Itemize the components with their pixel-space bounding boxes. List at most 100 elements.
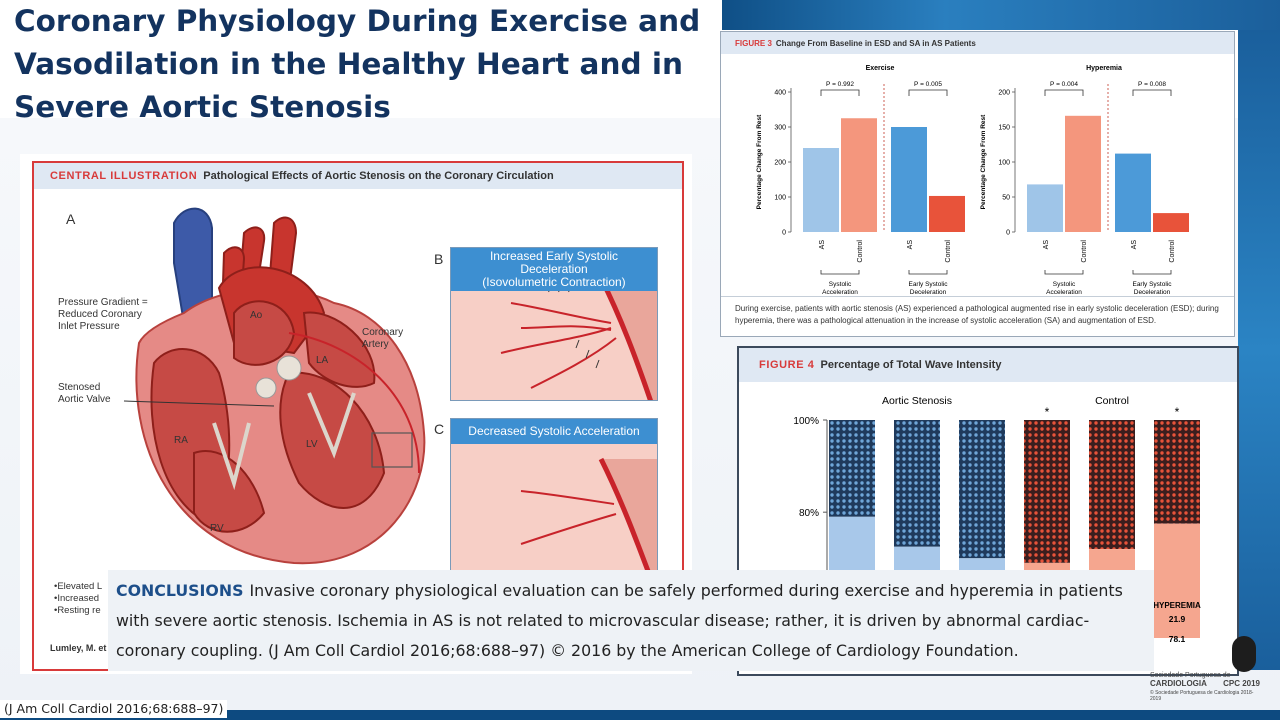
panel-a-label: A [66, 211, 76, 227]
fig3-ytick-label: 50 [1002, 195, 1010, 202]
fig3-ytick-label: 300 [774, 125, 786, 132]
label-lv: LV [306, 439, 318, 450]
fig4-significance-star: * [1045, 405, 1050, 419]
figure-4-header: FIGURE 4 Percentage of Total Wave Intensi… [739, 348, 1237, 382]
fig3-ytick-label: 400 [774, 90, 786, 97]
fig3-pvalue: P = 0.004 [1050, 81, 1078, 88]
fig3-group-bracket [908, 270, 948, 275]
panel-b-title: Increased Early Systolic Deceleration (I… [451, 248, 657, 291]
fig3-bar [803, 148, 839, 232]
central-illustration-frame: CENTRAL ILLUSTRATION Pathological Effects… [32, 161, 684, 671]
fig3-ytick-label: 150 [998, 125, 1010, 132]
fig4-ytick-label: 100% [793, 416, 819, 427]
fig4-bar-upper [1089, 420, 1135, 550]
fig4-table-header: HYPEREMIA [1153, 601, 1201, 610]
fig4-table-value: 78.1 [1169, 634, 1186, 644]
fig3-group-name: Early Systolic [1132, 281, 1172, 288]
logo-society-line: Sociedade Portuguesa de [1150, 672, 1231, 679]
fig3-pvalue-bracket [1132, 89, 1172, 96]
society-logo: Sociedade Portuguesa de CARDIOLOGIA CPC … [1150, 672, 1260, 706]
fig4-bar-upper [1154, 420, 1200, 524]
fig3-bar-label: AS [907, 240, 914, 250]
fig3-bar-label: AS [819, 240, 826, 250]
panel-b-systolic-deceleration: Increased Early Systolic Deceleration (I… [450, 247, 658, 401]
fig3-pvalue-bracket [820, 89, 860, 96]
fig3-ytick-label: 100 [998, 160, 1010, 167]
fig3-bar-label: Control [1169, 240, 1176, 263]
fig3-group-bracket [820, 270, 860, 275]
fig3-ytick-label: 0 [782, 230, 786, 237]
fig4-group-label: Control [1095, 395, 1129, 407]
fig3-group-name: Acceleration [822, 289, 858, 296]
panel-b-label: B [434, 251, 444, 267]
fig3-bar [1153, 213, 1189, 232]
conclusions-box: CONCLUSIONS Invasive coronary physiologic… [108, 570, 1154, 671]
bullet-item: •Resting re [54, 605, 101, 616]
fig4-bar-upper [829, 420, 875, 517]
figure-3-tag: FIGURE 3 [735, 39, 772, 48]
fig3-ytick-label: 200 [998, 90, 1010, 97]
stenosed-valve-label: Stenosed Aortic Valve [58, 382, 111, 405]
logo-footer: © Sociedade Portuguesa de Cardiologia 20… [1150, 690, 1254, 702]
fig4-bar-upper [894, 420, 940, 547]
fig3-bar-label: AS [1131, 240, 1138, 250]
fig4-group-label: Aortic Stenosis [882, 395, 952, 407]
fig3-ylabel: Percentage Change From Rest [756, 114, 763, 209]
figure-3-title: Change From Baseline in ESD and SA in AS… [775, 39, 976, 48]
fig3-bar-label: AS [1043, 240, 1050, 250]
panel-c-title: Decreased Systolic Acceleration [451, 419, 657, 444]
fig3-group-name: Deceleration [910, 289, 947, 296]
fig3-pvalue: P = 0.992 [826, 81, 854, 88]
fig3-bar [891, 127, 927, 232]
central-illustration-tag: CENTRAL ILLUSTRATION [50, 170, 198, 182]
fig4-significance-star: * [1175, 405, 1180, 419]
label-la: LA [316, 355, 329, 366]
fig3-bar-label: Control [1081, 240, 1088, 263]
fig4-ytick-label: 80% [799, 508, 819, 519]
label-rv: RV [210, 523, 224, 534]
vessel-acceleration-image [520, 457, 657, 577]
fig3-group-name: Systolic [829, 281, 852, 288]
fig3-ytick-label: 0 [1006, 230, 1010, 237]
fig3-group-bracket [1044, 270, 1084, 275]
fig3-pvalue-bracket [908, 89, 948, 96]
coronary-artery-label: Coronary Artery [362, 327, 404, 350]
slide-title: Coronary Physiology During Exercise and … [14, 4, 701, 124]
label-ao: Ao [250, 310, 263, 321]
figure-4-title: Percentage of Total Wave Intensity [820, 359, 1002, 371]
conclusions-label: CONCLUSIONS [116, 581, 244, 600]
figure-3-caption: During exercise, patients with aortic st… [735, 304, 1219, 325]
illustration-citation: Lumley, M. et [50, 643, 107, 653]
fig3-bar [1115, 153, 1151, 232]
fig3-bar-label: Control [945, 240, 952, 263]
figure-4-tag: FIGURE 4 [759, 359, 815, 371]
label-ra: RA [174, 435, 188, 446]
fig3-pvalue: P = 0.008 [1138, 81, 1166, 88]
panel-c-label: C [434, 421, 445, 437]
central-illustration-header: CENTRAL ILLUSTRATION Pathological Effects… [34, 163, 682, 189]
fig3-bar [929, 195, 965, 232]
bullet-list: •Elevated L •Increased •Resting re [54, 581, 102, 617]
fig4-bar-lower [1154, 523, 1200, 638]
fig3-chart-title: Exercise [866, 65, 895, 72]
fig3-group-name: Deceleration [1134, 289, 1171, 296]
fig3-ytick-label: 100 [774, 195, 786, 202]
figure-3-header: FIGURE 3 Change From Baseline in ESD and … [721, 32, 1234, 54]
fig3-bar-label: Control [857, 240, 864, 263]
central-illustration-title: Pathological Effects of Aortic Stenosis … [203, 170, 554, 182]
fig3-pvalue: P = 0.005 [914, 81, 942, 88]
bullet-item: •Elevated L [54, 581, 103, 592]
bottom-citation: (J Am Coll Cardiol 2016;68:688–97) [0, 700, 228, 718]
fig3-ylabel: Percentage Change From Rest [980, 114, 987, 209]
figure-3-charts: Exercise Percentage Change From Rest 0 100 2… [756, 65, 1189, 296]
footer-bar [0, 710, 1280, 720]
pressure-gradient-label: Pressure Gradient = Reduced Coronary Inl… [58, 297, 148, 332]
conclusions-text: Invasive coronary physiological evaluati… [116, 581, 1123, 660]
media-control-button[interactable] [1232, 636, 1256, 672]
fig4-bar-upper [1024, 420, 1070, 563]
fig3-bar [1065, 115, 1101, 232]
fig3-group-name: Systolic [1053, 281, 1076, 288]
fig4-bar-upper [959, 420, 1005, 559]
fig3-group-name: Acceleration [1046, 289, 1082, 296]
panel-c-systolic-acceleration: Decreased Systolic Acceleration [450, 418, 658, 578]
